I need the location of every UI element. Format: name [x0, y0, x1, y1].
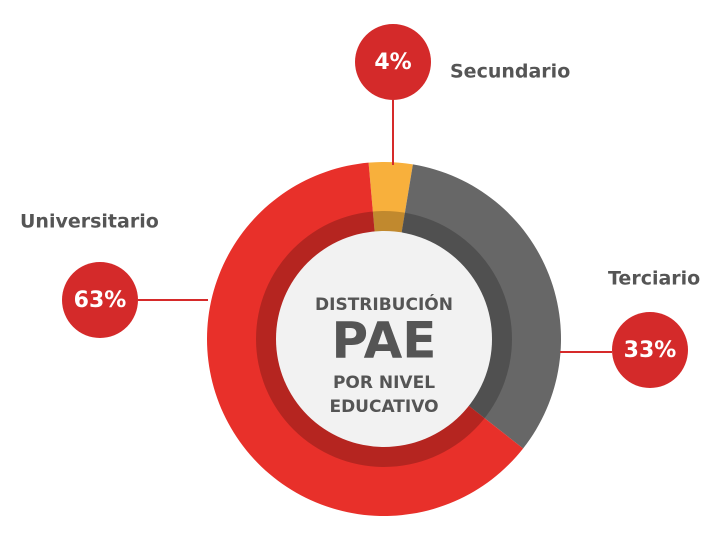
- center-text: POR NIVEL: [333, 373, 435, 393]
- category-label: Universitario: [20, 211, 159, 233]
- value-label: 63%: [74, 288, 127, 313]
- wedge: [368, 162, 413, 241]
- category-label: Secundario: [450, 61, 570, 83]
- center-text: PAE: [332, 312, 437, 370]
- center-disc: [276, 231, 492, 447]
- callout-bubble: [355, 24, 431, 100]
- category-label: Terciario: [608, 268, 700, 290]
- value-label: 33%: [624, 338, 677, 363]
- callout-bubble: [612, 312, 688, 388]
- center-text: EDUCATIVO: [329, 397, 438, 417]
- value-label: 4%: [374, 50, 411, 75]
- callout-bubble: [62, 262, 138, 338]
- center-text: DISTRIBUCIÓN: [315, 293, 453, 315]
